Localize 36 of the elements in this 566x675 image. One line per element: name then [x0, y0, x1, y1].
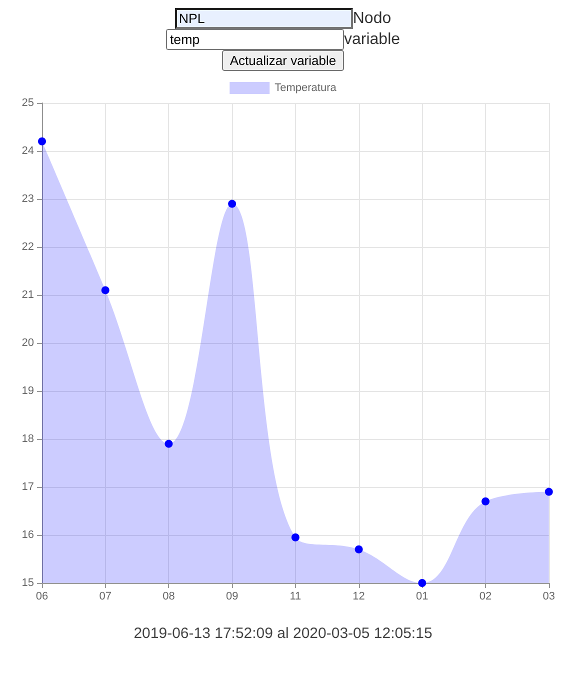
legend-label: Temperatura [274, 82, 338, 94]
y-tick-label: 23 [22, 193, 34, 205]
point [544, 488, 553, 496]
x-tick-label: 12 [352, 590, 365, 602]
y-tick-label: 17 [22, 481, 34, 493]
x-tick-label: 03 [542, 590, 556, 602]
y-tick-label: 16 [22, 529, 34, 541]
point [101, 286, 110, 294]
x-tick-label: 08 [162, 590, 175, 602]
x-tick-label: 11 [290, 590, 302, 602]
y-tick-label: 22 [22, 241, 34, 253]
y-tick-label: 25 [22, 97, 34, 109]
y-tick-label: 20 [22, 337, 34, 349]
y-tick-label: 19 [22, 385, 34, 397]
point [291, 533, 300, 542]
x-tick-label: 02 [479, 590, 492, 602]
y-tick-label: 21 [22, 289, 34, 301]
text: 2019-06-13 17:52:09 al 2020-03-05 12:05:15 [132, 625, 434, 642]
x-tick-label: 07 [99, 590, 112, 602]
y-tick-label: 15 [22, 577, 34, 589]
y-tick-label: 18 [22, 433, 34, 445]
x-tick-label: 01 [416, 590, 428, 602]
point [354, 545, 363, 554]
point [228, 200, 236, 208]
point [38, 137, 46, 146]
point [164, 440, 173, 448]
point [418, 579, 426, 587]
text: NPL [174, 8, 353, 29]
x-tick-label: 09 [226, 590, 238, 602]
x-tick-label: 06 [36, 590, 48, 602]
point [482, 497, 490, 506]
y-tick-label: 24 [22, 145, 34, 157]
text: Actualizar variable [222, 50, 344, 71]
text: temp [166, 29, 344, 50]
text: Nodo [352, 10, 392, 27]
text: variable [344, 31, 400, 48]
